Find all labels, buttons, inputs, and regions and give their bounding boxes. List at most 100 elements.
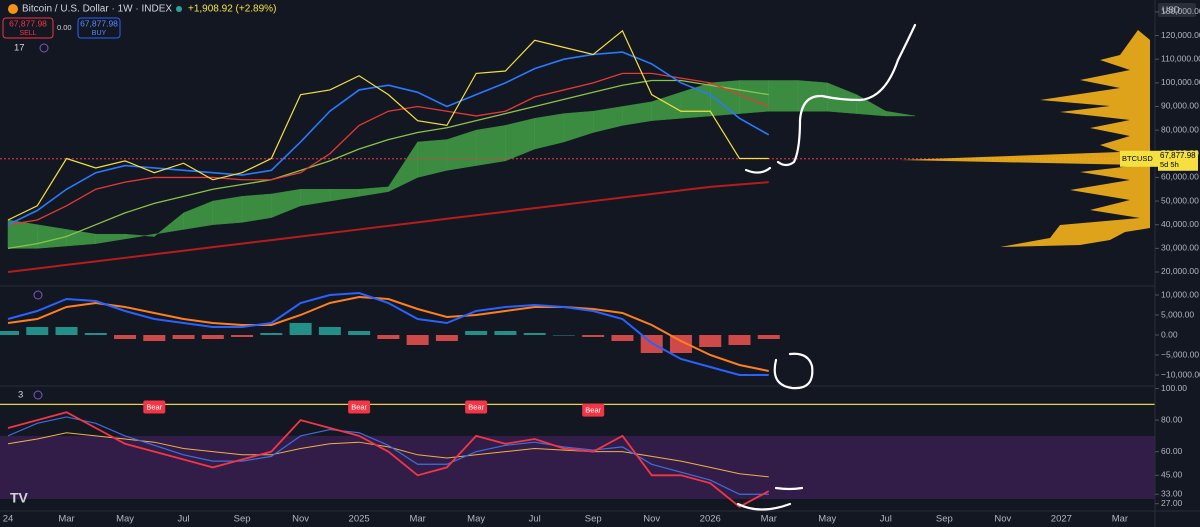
x-tick-label: Mar xyxy=(409,514,425,525)
histogram-bar xyxy=(231,335,254,337)
histogram-bar xyxy=(669,335,692,353)
x-tick-label: 2026 xyxy=(700,514,721,525)
sell-button[interactable] xyxy=(2,17,54,39)
symbol-title: Bitcoin / U.S. Dollar · 1W · INDEX xyxy=(22,4,172,15)
signal-label: Bear xyxy=(585,406,601,415)
scribble xyxy=(776,23,917,167)
signal-badge xyxy=(465,400,488,414)
y-tick-label: 27.00 xyxy=(1161,498,1183,508)
y-tick-label: 90,000.00 xyxy=(1161,101,1199,111)
y-tick-label: 50,000.00 xyxy=(1161,195,1199,205)
buy-button[interactable] xyxy=(77,17,121,39)
y-tick-label: 40,000.00 xyxy=(1161,219,1199,229)
symbol-icon xyxy=(8,4,18,14)
price-tag-countdown: 5d 5h xyxy=(1160,160,1179,169)
buy-label[interactable]: BUY xyxy=(92,30,107,37)
price-tag-symbol: BTCUSD xyxy=(1122,154,1153,163)
status-dot xyxy=(176,6,182,12)
signal-badge xyxy=(582,403,605,417)
cloud-segment xyxy=(768,80,799,112)
y-tick-label: 120,000.00 xyxy=(1161,30,1200,40)
indicator-count[interactable]: 17 xyxy=(14,43,25,54)
cloud-segment xyxy=(475,125,506,166)
histogram-bar xyxy=(582,335,605,337)
x-tick-label: Sep xyxy=(936,514,953,525)
y-tick-label: 60,000.00 xyxy=(1161,172,1199,182)
price-change: +1,908.92 (+2.89%) xyxy=(188,4,276,15)
y-tick-label: 20,000.00 xyxy=(1161,266,1199,276)
scribble xyxy=(744,166,772,174)
settings-icon[interactable] xyxy=(33,290,43,300)
y-tick-label: 60.00 xyxy=(1161,446,1183,456)
settings-icon[interactable] xyxy=(33,390,43,400)
sell-label[interactable]: SELL xyxy=(19,30,36,37)
series-line xyxy=(7,432,769,478)
y-tick-label: 80,000.00 xyxy=(1161,124,1199,134)
histogram-bar xyxy=(523,333,546,335)
buy-price[interactable]: 67,877.98 xyxy=(80,18,118,28)
histogram-bar xyxy=(55,327,78,335)
sell-price[interactable]: 67,877.98 xyxy=(9,18,47,28)
x-tick-label: Mar xyxy=(761,514,777,525)
x-tick-label: May xyxy=(467,514,485,525)
x-tick-label: Mar xyxy=(58,514,74,525)
y-tick-label: 5,000.00 xyxy=(1161,309,1194,319)
x-tick-label: Jul xyxy=(880,514,892,525)
signal-badge xyxy=(143,400,166,414)
scribble xyxy=(773,352,814,390)
signal-label: Bear xyxy=(351,402,367,411)
signal-label: Bear xyxy=(468,402,484,411)
signal-badge xyxy=(348,400,371,414)
rsi-legend[interactable]: 3 xyxy=(18,390,23,401)
series-line xyxy=(7,295,769,372)
cloud-segment xyxy=(212,196,243,225)
y-tick-label: 10,000.00 xyxy=(1161,289,1199,299)
histogram-bar xyxy=(494,331,517,335)
histogram-bar xyxy=(143,335,166,341)
y-tick-label: 100.00 xyxy=(1161,383,1187,393)
logo: TV xyxy=(10,490,29,506)
plot-area: Bear Bear Bear Bear xyxy=(0,29,1155,508)
y-tick-label: 130,000.00 xyxy=(1161,6,1200,16)
currency-button[interactable] xyxy=(1158,3,1196,17)
histogram-bar xyxy=(318,327,341,335)
histogram-bar xyxy=(552,335,575,336)
legend-bar: Bitcoin / U.S. Dollar · 1W · INDEX +1,90… xyxy=(2,3,1196,506)
histogram-bar xyxy=(0,331,19,335)
y-tick-label: −5,000.00 xyxy=(1161,349,1199,359)
x-tick-label: 2025 xyxy=(349,514,370,525)
histogram-bar xyxy=(611,335,634,341)
x-tick-label: Nov xyxy=(643,514,660,525)
x-tick-label: Jul xyxy=(529,514,541,525)
histogram-bar xyxy=(377,335,400,339)
hand-drawing xyxy=(736,23,917,511)
series-line xyxy=(7,51,770,226)
y-tick-label: 33.00 xyxy=(1161,488,1183,498)
x-tick-label: May xyxy=(818,514,836,525)
x-tick-label: Sep xyxy=(585,514,602,525)
signal-label: Bear xyxy=(146,402,162,411)
y-tick-label: 100,000.00 xyxy=(1161,77,1200,87)
series-line xyxy=(7,291,769,376)
histogram-bar xyxy=(201,335,224,339)
series-line xyxy=(7,79,769,249)
histogram-bar xyxy=(114,335,137,339)
scribble xyxy=(736,502,792,511)
histogram-bar xyxy=(406,335,429,345)
volume-profile xyxy=(900,30,1150,247)
histogram-bar xyxy=(699,335,722,347)
settings-icon[interactable] xyxy=(39,43,49,53)
histogram-bar xyxy=(84,333,107,335)
x-tick-label: May xyxy=(116,514,134,525)
price-tag xyxy=(1158,150,1198,171)
x-tick-label: 24 xyxy=(3,514,14,525)
y-tick-label: 30,000.00 xyxy=(1161,243,1199,253)
spread: 0.00 xyxy=(57,23,72,32)
histogram-bar xyxy=(465,331,488,335)
histogram-bar xyxy=(757,335,780,339)
x-tick-label: 2027 xyxy=(1051,514,1072,525)
histogram-bar xyxy=(348,331,371,335)
series-line xyxy=(7,181,769,273)
x-tick-label: Nov xyxy=(994,514,1011,525)
currency[interactable]: USD xyxy=(1162,4,1180,14)
